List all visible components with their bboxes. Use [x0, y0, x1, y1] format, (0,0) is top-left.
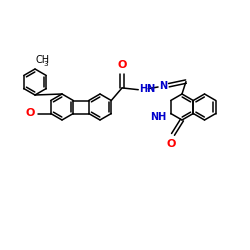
Text: N: N: [159, 81, 167, 91]
Text: 3: 3: [44, 61, 48, 67]
Text: HN: HN: [139, 84, 156, 94]
Text: O: O: [117, 60, 127, 70]
Text: CH: CH: [36, 55, 50, 65]
Text: O: O: [166, 140, 176, 149]
Text: O: O: [26, 108, 35, 118]
Text: NH: NH: [150, 112, 167, 122]
